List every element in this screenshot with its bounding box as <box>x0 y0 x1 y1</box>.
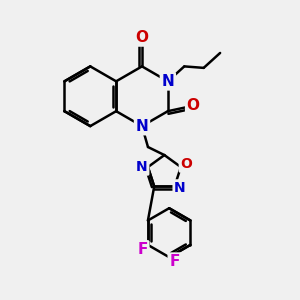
Text: N: N <box>136 118 148 134</box>
Text: N: N <box>161 74 174 89</box>
Text: O: O <box>136 30 148 45</box>
Text: N: N <box>136 160 148 174</box>
Text: F: F <box>137 242 148 257</box>
Text: O: O <box>180 157 192 171</box>
Text: F: F <box>169 254 180 269</box>
Text: O: O <box>187 98 200 113</box>
Text: N: N <box>174 181 186 195</box>
